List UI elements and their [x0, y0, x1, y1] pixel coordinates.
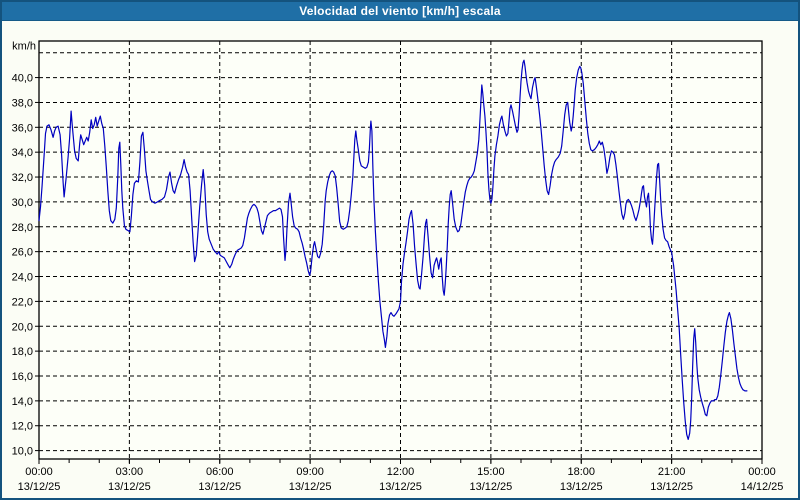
- x-tick-time-label: 18:00: [567, 466, 595, 478]
- y-tick-label: 14,0: [12, 396, 33, 408]
- x-tick-date-label: 13/12/25: [18, 481, 61, 493]
- chart-area: 40,0 38,0 36,0 34,0 32,0 30,0 28,0 26,0 24,0 22,0…: [2, 21, 798, 498]
- y-tick-label: 22,0: [12, 296, 33, 308]
- x-tick-time-label: 06:00: [206, 466, 234, 478]
- x-tick-time-label: 00:00: [25, 466, 53, 478]
- y-tick-label: 38,0: [12, 97, 33, 109]
- x-tick-date-label: 13/12/25: [108, 481, 151, 493]
- x-tick-time-label: 09:00: [296, 466, 324, 478]
- wind-speed-series-line: [38, 59, 748, 440]
- y-tick-label: 10,0: [12, 446, 33, 458]
- x-tick-time-label: 15:00: [477, 466, 505, 478]
- x-tick-time-label: 03:00: [116, 466, 144, 478]
- x-tick-date-label: 13/12/25: [289, 481, 332, 493]
- x-tick-date-label: 13/12/25: [379, 481, 422, 493]
- title-bar: Velocidad del viento [km/h] escala: [2, 2, 798, 21]
- y-tick-label: 26,0: [12, 247, 33, 259]
- y-tick-label: 32,0: [12, 172, 33, 184]
- x-tick-time-label: 21:00: [658, 466, 686, 478]
- y-tick-label: 36,0: [12, 122, 33, 134]
- x-tick-date-label: 13/12/25: [198, 481, 241, 493]
- x-tick-date-label: 14/12/25: [741, 481, 784, 493]
- x-tick-date-label: 13/12/25: [650, 481, 693, 493]
- y-tick-label: 16,0: [12, 371, 33, 383]
- wind-speed-line-chart: 40,0 38,0 36,0 34,0 32,0 30,0 28,0 26,0 24,0 22,0…: [12, 40, 784, 493]
- x-tick-time-label: 12:00: [387, 466, 415, 478]
- x-tick-time-label: 00:00: [748, 466, 776, 478]
- y-tick-label: 30,0: [12, 197, 33, 209]
- y-tick-label: 12,0: [12, 421, 33, 433]
- y-tick-label: 40,0: [12, 73, 33, 85]
- x-tick-date-label: 13/12/25: [469, 481, 512, 493]
- chart-title: Velocidad del viento [km/h] escala: [299, 4, 501, 18]
- x-tick-date-label: 13/12/25: [560, 481, 603, 493]
- y-tick-label: 24,0: [12, 272, 33, 284]
- y-tick-label: 28,0: [12, 222, 33, 234]
- plot-background: [39, 41, 762, 459]
- y-tick-label: 20,0: [12, 321, 33, 333]
- y-tick-label: 18,0: [12, 346, 33, 358]
- y-tick-label: 34,0: [12, 147, 33, 159]
- y-axis-unit-label: km/h: [12, 41, 36, 53]
